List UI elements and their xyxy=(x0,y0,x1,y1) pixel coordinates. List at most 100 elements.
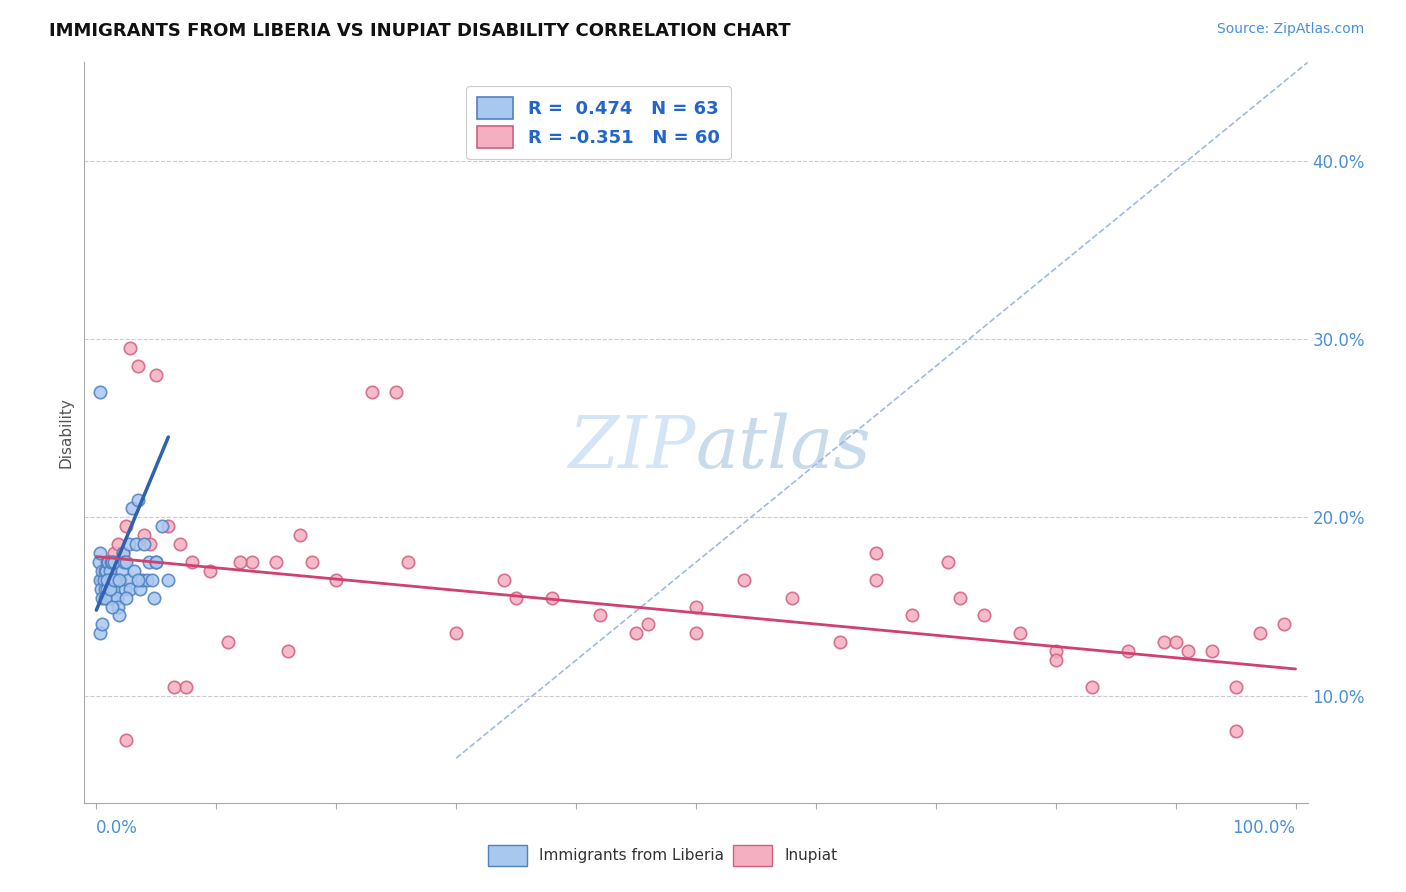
Point xyxy=(685,599,707,614)
Point xyxy=(89,546,111,560)
Bar xyxy=(488,845,527,866)
Point xyxy=(91,564,114,578)
Point xyxy=(1045,644,1067,658)
Point xyxy=(181,555,204,569)
Point xyxy=(97,555,120,569)
Point xyxy=(973,608,995,623)
Point xyxy=(157,519,180,533)
Point xyxy=(125,537,148,551)
Point xyxy=(780,591,803,605)
Point xyxy=(229,555,252,569)
Point xyxy=(114,582,136,596)
Text: Immigrants from Liberia: Immigrants from Liberia xyxy=(540,848,724,863)
Point xyxy=(96,582,118,596)
Point xyxy=(110,573,132,587)
Point xyxy=(115,519,138,533)
Point xyxy=(103,582,125,596)
Point xyxy=(200,564,222,578)
Point xyxy=(87,555,110,569)
Point xyxy=(131,573,153,587)
Point xyxy=(1249,626,1271,640)
Point xyxy=(1201,644,1223,658)
Point xyxy=(101,599,124,614)
Point xyxy=(93,582,117,596)
Point xyxy=(1225,724,1247,739)
Point xyxy=(733,573,755,587)
Point xyxy=(98,564,121,578)
Point xyxy=(103,546,125,560)
Point xyxy=(624,626,647,640)
Point xyxy=(139,537,162,551)
Point xyxy=(264,555,287,569)
Point xyxy=(169,537,191,551)
Point xyxy=(89,573,111,587)
Point xyxy=(361,385,384,400)
Point xyxy=(93,573,115,587)
Point xyxy=(277,644,299,658)
Point xyxy=(91,573,114,587)
Point xyxy=(637,617,659,632)
Point xyxy=(1272,617,1295,632)
Point xyxy=(290,528,312,542)
Point xyxy=(110,564,132,578)
Point xyxy=(97,573,120,587)
Point xyxy=(145,368,167,382)
Point xyxy=(105,591,128,605)
Bar xyxy=(733,845,772,866)
Point xyxy=(1225,680,1247,694)
Point xyxy=(117,573,139,587)
Text: ZIP: ZIP xyxy=(568,412,696,483)
Point xyxy=(157,573,180,587)
Point xyxy=(385,385,408,400)
Point xyxy=(142,591,165,605)
Point xyxy=(301,555,323,569)
Point xyxy=(98,591,121,605)
Point xyxy=(115,591,138,605)
Point xyxy=(685,626,707,640)
Point xyxy=(1080,680,1102,694)
Point xyxy=(118,582,141,596)
Point xyxy=(135,573,157,587)
Point xyxy=(145,555,167,569)
Point xyxy=(118,341,141,355)
Point xyxy=(97,564,120,578)
Point xyxy=(108,608,131,623)
Point xyxy=(1008,626,1031,640)
Point xyxy=(107,537,129,551)
Point xyxy=(325,573,347,587)
Point xyxy=(93,591,117,605)
Point xyxy=(589,608,612,623)
Point xyxy=(150,519,173,533)
Point xyxy=(103,555,125,569)
Point xyxy=(101,573,124,587)
Point xyxy=(396,555,419,569)
Point xyxy=(128,582,150,596)
Point xyxy=(949,591,972,605)
Point xyxy=(115,733,138,747)
Point xyxy=(91,617,114,632)
Point xyxy=(111,546,134,560)
Text: IMMIGRANTS FROM LIBERIA VS INUPIAT DISABILITY CORRELATION CHART: IMMIGRANTS FROM LIBERIA VS INUPIAT DISAB… xyxy=(49,22,790,40)
Point xyxy=(111,546,134,560)
Point xyxy=(127,359,149,373)
Point xyxy=(107,599,129,614)
Point xyxy=(96,573,118,587)
Point xyxy=(901,608,924,623)
Point xyxy=(1164,635,1187,649)
Point xyxy=(141,573,163,587)
Point xyxy=(108,573,131,587)
Point xyxy=(127,573,149,587)
Legend: R =  0.474   N = 63, R = -0.351   N = 60: R = 0.474 N = 63, R = -0.351 N = 60 xyxy=(467,87,731,159)
Point xyxy=(94,591,117,605)
Text: atlas: atlas xyxy=(696,412,872,483)
Point xyxy=(115,555,138,569)
Point xyxy=(89,626,111,640)
Point xyxy=(98,582,121,596)
Point xyxy=(91,591,114,605)
Text: 100.0%: 100.0% xyxy=(1233,820,1295,838)
Point xyxy=(145,555,167,569)
Point xyxy=(104,573,127,587)
Point xyxy=(240,555,263,569)
Point xyxy=(103,573,125,587)
Y-axis label: Disability: Disability xyxy=(58,397,73,468)
